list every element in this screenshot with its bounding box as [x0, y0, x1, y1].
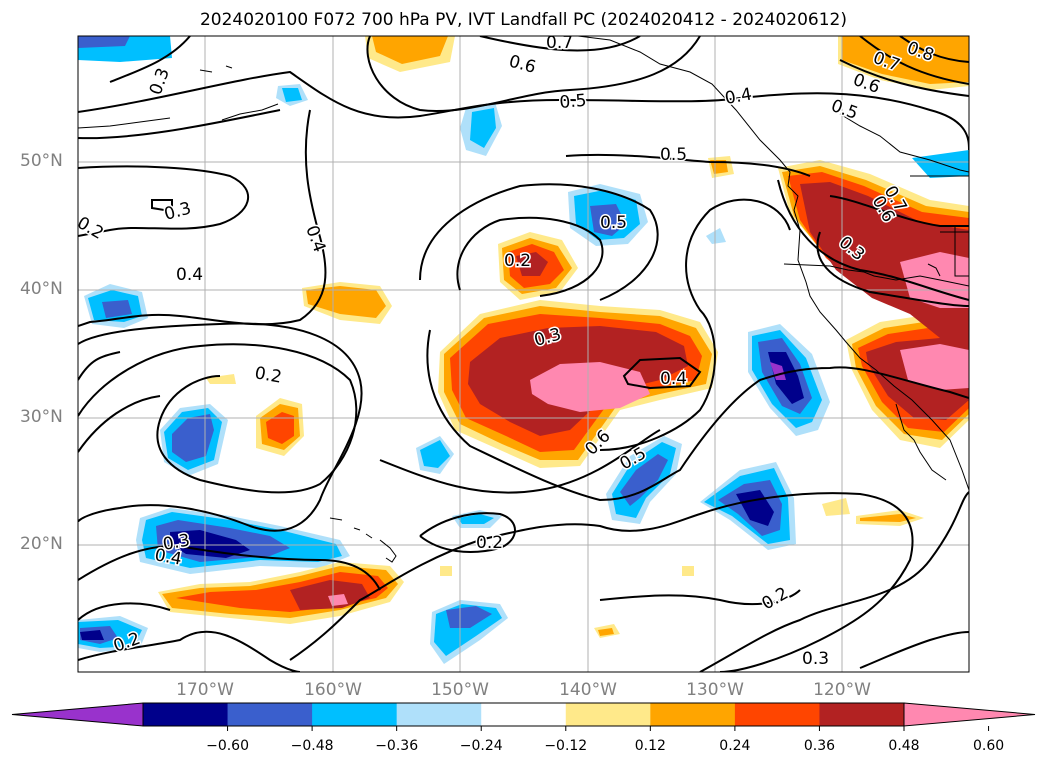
colorbar-extend-max	[903, 702, 1036, 727]
colorbar-tick-label: 0.60	[972, 738, 1005, 754]
anomaly-positive	[206, 374, 236, 384]
colorbar-tick-label: −0.60	[206, 738, 249, 754]
colorbar-segment	[819, 703, 905, 726]
anomaly-negative	[282, 88, 302, 102]
anomaly-negative	[78, 36, 130, 48]
lon-label-160W: 160°W	[304, 680, 362, 700]
anomaly-positive	[860, 514, 916, 522]
contour-label: 0.3	[802, 649, 829, 669]
colorbar-tick-label: 0.12	[634, 738, 666, 754]
anomaly-positive	[682, 566, 694, 576]
anomaly-negative	[172, 414, 214, 462]
contour-label: 0.5	[660, 145, 687, 165]
anomaly-negative	[80, 630, 104, 640]
colorbar-tick-label: 0.48	[888, 738, 920, 754]
anomaly-positive	[516, 252, 548, 276]
colorbar-extend-min	[11, 702, 144, 727]
contour-label: 0.5	[559, 91, 588, 113]
lon-label-140W: 140°W	[559, 680, 617, 700]
anomaly-positive	[530, 362, 650, 412]
colorbar-tick-label: −0.24	[459, 738, 503, 754]
colorbar-segment	[734, 703, 820, 726]
colorbar-tick-label: −0.48	[290, 738, 334, 754]
colorbar-segment	[227, 703, 313, 726]
anomaly-negative	[470, 108, 496, 148]
anomaly-positive	[900, 344, 969, 390]
lat-label-40N: 40°N	[20, 279, 63, 299]
contour-label: 0.5	[600, 213, 627, 233]
anomaly-negative	[170, 530, 250, 558]
graticule	[78, 36, 969, 672]
anomaly-positive	[372, 36, 448, 64]
anomaly-negative	[590, 204, 626, 236]
map-panel: 0.70.60.5 0.40.50.50.30.20.40.40.20.30.40…	[77, 33, 970, 673]
colorbar-tick-label: −0.36	[375, 738, 419, 754]
colorbar-segment	[565, 703, 651, 726]
colorbar-frame	[142, 702, 905, 727]
lon-label-150W: 150°W	[431, 680, 489, 700]
anomaly-positive	[266, 412, 294, 444]
lon-label-120W: 120°W	[813, 680, 871, 700]
anomaly-positive	[900, 252, 969, 308]
anomaly-negative	[102, 300, 132, 318]
colorbar-segment	[143, 703, 229, 726]
colorbar-tick-label: 0.36	[803, 738, 836, 754]
coastlines	[78, 36, 969, 563]
colorbar-tick-label: −0.12	[544, 738, 588, 754]
contour-label: 0.4	[176, 265, 203, 285]
anomaly-positive	[440, 566, 452, 576]
contour-label: 0.4	[660, 369, 687, 389]
anomaly-positive	[598, 628, 614, 636]
anomaly-positive	[822, 498, 850, 516]
lat-label-50N: 50°N	[20, 151, 63, 171]
contour-label: 0.2	[253, 363, 283, 387]
anomaly-positive	[290, 580, 370, 610]
pv-contours	[78, 36, 969, 672]
colorbar-segment	[481, 703, 567, 726]
contour-label: 0.2	[504, 251, 531, 271]
map-title: 2024020100 F072 700 hPa PV, IVT Landfall…	[199, 10, 847, 30]
anomaly-negative	[620, 454, 668, 506]
colorbar-segment	[312, 703, 398, 726]
colorbar-segment	[650, 703, 736, 726]
anomaly-negative	[770, 362, 786, 380]
anomaly-negative	[420, 440, 450, 468]
lon-label-170W: 170°W	[176, 680, 234, 700]
colorbar-tick-label: 0.24	[719, 738, 751, 754]
colorbar-segment	[396, 703, 482, 726]
anomaly-negative	[458, 514, 494, 524]
contour-label: 0.7	[546, 33, 573, 53]
anomaly-negative	[446, 606, 492, 628]
anomaly-negative	[706, 228, 726, 244]
lon-label-130W: 130°W	[686, 680, 744, 700]
lat-label-20N: 20°N	[20, 534, 63, 554]
map-frame	[77, 35, 970, 673]
contour-label: 0.2	[476, 533, 503, 553]
anomaly-positive	[306, 286, 386, 318]
lat-label-30N: 30°N	[20, 407, 63, 427]
anomaly-positive	[842, 36, 969, 84]
